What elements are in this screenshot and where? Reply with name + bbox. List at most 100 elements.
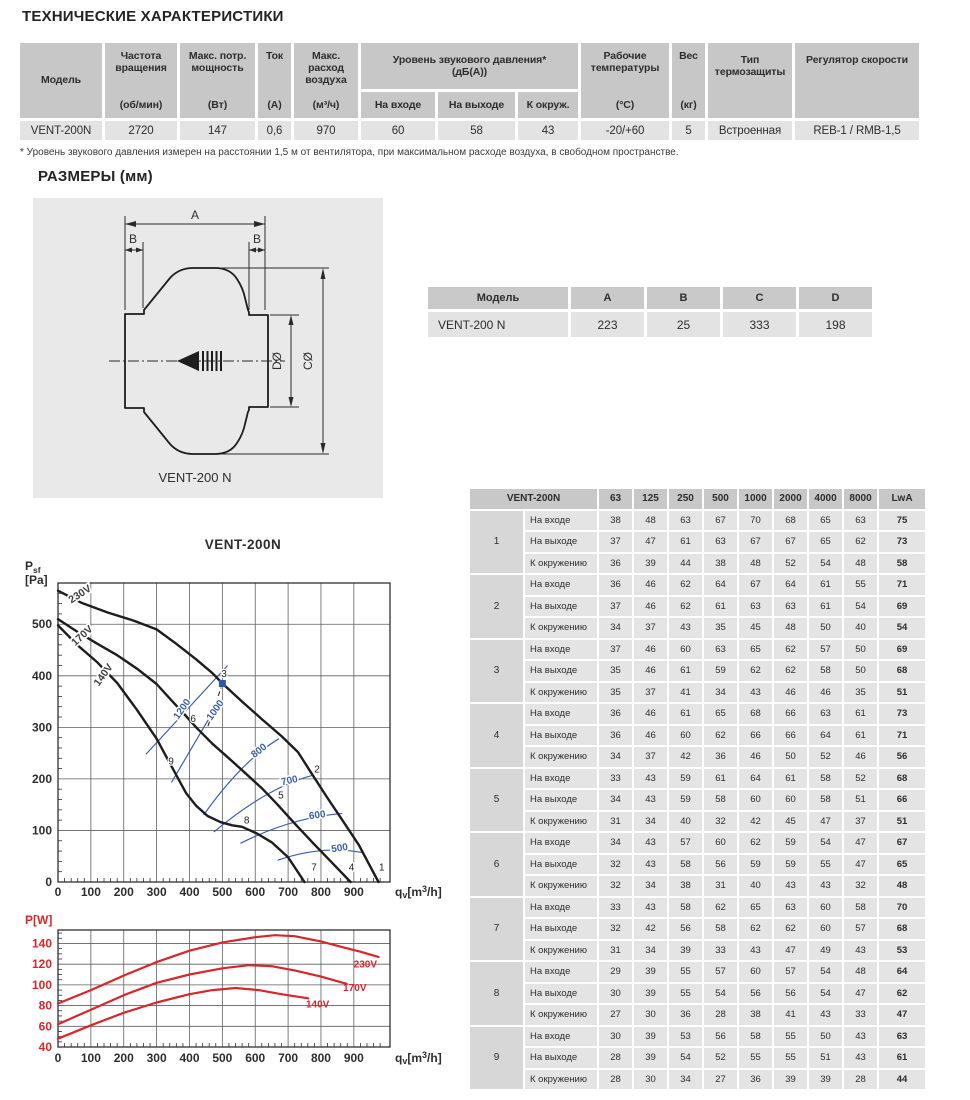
- sound-value: 61: [704, 768, 738, 788]
- dim-label-d: DØ: [270, 352, 284, 370]
- sound-value: 43: [634, 897, 668, 917]
- sound-value: 43: [809, 876, 843, 896]
- sound-row-label: На входе: [525, 962, 598, 982]
- sound-row-label: На выходе: [525, 1048, 598, 1068]
- spec-value-freq: 2720: [105, 121, 177, 140]
- sound-value: 60: [809, 919, 843, 939]
- sound-value: 43: [634, 790, 668, 810]
- spec-table-wrap: Модель Частота вращения (об/мин) Макс. п…: [17, 40, 922, 143]
- sound-value: 51: [844, 790, 878, 810]
- svg-text:200: 200: [114, 885, 134, 899]
- sound-row-label: К окружению: [525, 682, 598, 702]
- sound-value: 47: [844, 983, 878, 1003]
- sound-value: 67: [739, 532, 773, 552]
- sound-row-label: К окружению: [525, 811, 598, 831]
- dim-table: Модель A B C D VENT-200 N 223 25 333 198: [425, 284, 875, 340]
- sound-value-lwa: 51: [879, 811, 926, 831]
- svg-text:500: 500: [212, 885, 232, 899]
- sound-value: 61: [809, 575, 843, 595]
- sound-value: 65: [739, 897, 773, 917]
- sound-value: 31: [599, 940, 633, 960]
- sound-value: 59: [774, 833, 808, 853]
- sound-value: 61: [669, 532, 703, 552]
- sound-value: 32: [599, 854, 633, 874]
- sound-value: 33: [599, 897, 633, 917]
- sound-value: 50: [844, 661, 878, 681]
- sound-row-label: На входе: [525, 897, 598, 917]
- sound-value: 58: [704, 919, 738, 939]
- svg-text:Psf: Psf: [25, 559, 41, 575]
- sound-header-freq: LwA: [879, 489, 926, 509]
- sound-value: 35: [599, 661, 633, 681]
- sound-value: 48: [774, 618, 808, 638]
- sound-value: 54: [809, 983, 843, 1003]
- sound-value: 64: [809, 725, 843, 745]
- sound-row-label: На выходе: [525, 919, 598, 939]
- hatch-marks: [202, 351, 222, 371]
- svg-text:140V: 140V: [92, 662, 116, 689]
- sound-value: 37: [634, 747, 668, 767]
- dim-value-model: VENT-200 N: [428, 312, 568, 337]
- sound-value: 55: [669, 983, 703, 1003]
- dim-header-b: B: [647, 287, 720, 309]
- sound-value: 62: [669, 575, 703, 595]
- spec-value-noise-out: 58: [438, 121, 515, 140]
- sound-value: 67: [774, 532, 808, 552]
- sound-value: 61: [669, 704, 703, 724]
- sound-value: 36: [599, 704, 633, 724]
- svg-text:0: 0: [55, 1051, 62, 1065]
- sound-value: 54: [809, 962, 843, 982]
- svg-text:500: 500: [32, 617, 52, 631]
- sound-value: 52: [844, 768, 878, 788]
- sound-value: 63: [774, 596, 808, 616]
- svg-text:VENT-200N: VENT-200N: [205, 537, 282, 552]
- sound-value: 54: [844, 596, 878, 616]
- sound-value-lwa: 63: [879, 1026, 926, 1046]
- spec-subheader-inlet: На входе: [361, 92, 435, 118]
- sound-value: 58: [704, 790, 738, 810]
- sound-row-label: На выходе: [525, 854, 598, 874]
- sound-value: 43: [739, 682, 773, 702]
- sound-value: 58: [809, 768, 843, 788]
- sound-value: 34: [599, 833, 633, 853]
- power-chart: 0 100 200 300 400 500 600 700 800 900 40 60 80 100 120…: [15, 912, 467, 1082]
- svg-text:800: 800: [311, 1051, 331, 1065]
- sound-value: 29: [599, 962, 633, 982]
- sound-header-freq: 1000: [739, 489, 773, 509]
- sound-value: 62: [774, 639, 808, 659]
- sound-value: 62: [774, 919, 808, 939]
- sound-value: 40: [844, 618, 878, 638]
- sound-row-label: К окружению: [525, 940, 598, 960]
- sound-value: 32: [844, 876, 878, 896]
- svg-text:140: 140: [32, 936, 52, 950]
- sound-value: 58: [809, 661, 843, 681]
- svg-text:1: 1: [379, 863, 385, 874]
- sound-value: 39: [634, 553, 668, 573]
- sound-value: 55: [774, 1026, 808, 1046]
- sound-group-number: 9: [470, 1026, 523, 1089]
- sound-value: 43: [739, 940, 773, 960]
- sound-row-label: На выходе: [525, 661, 598, 681]
- svg-text:200: 200: [114, 1051, 134, 1065]
- svg-text:7: 7: [311, 863, 317, 874]
- sound-value: 64: [704, 575, 738, 595]
- sound-row-label: К окружению: [525, 553, 598, 573]
- sound-row-label: К окружению: [525, 1005, 598, 1025]
- sound-value: 28: [704, 1005, 738, 1025]
- sound-value: 58: [809, 790, 843, 810]
- sound-value: 60: [669, 725, 703, 745]
- sound-value: 28: [844, 1069, 878, 1089]
- spec-value-noise-env: 43: [518, 121, 578, 140]
- svg-text:120: 120: [32, 957, 52, 971]
- svg-text:2: 2: [314, 765, 320, 776]
- svg-text:800: 800: [311, 885, 331, 899]
- sound-value-lwa: 47: [879, 1005, 926, 1025]
- sound-value: 50: [844, 639, 878, 659]
- spec-header-current: Ток (А): [258, 43, 291, 118]
- flow-arrow-icon: [177, 351, 199, 371]
- dim-value-c: 333: [723, 312, 796, 337]
- svg-text:3: 3: [221, 669, 227, 680]
- sound-row-label: На выходе: [525, 725, 598, 745]
- sound-value-lwa: 48: [879, 876, 926, 896]
- dimension-B-left: B: [125, 232, 144, 308]
